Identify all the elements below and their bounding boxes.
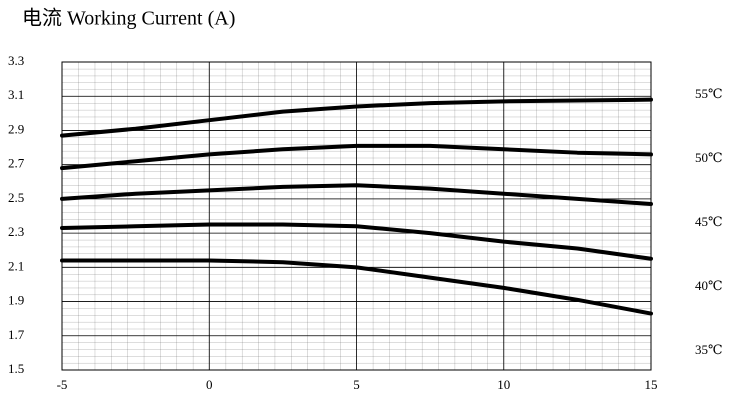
- chart-title: 电流 Working Current (A): [22, 7, 235, 30]
- y-tick-label: 3.3: [8, 53, 24, 68]
- x-tick-label: 5: [353, 377, 360, 392]
- x-tick-label: 0: [206, 377, 213, 392]
- series-label: 40℃: [695, 278, 723, 293]
- x-tick-label: -5: [57, 377, 68, 392]
- y-tick-label: 1.5: [8, 361, 24, 376]
- y-tick-label: 1.9: [8, 293, 24, 308]
- y-tick-label: 2.1: [8, 258, 24, 273]
- series-line: [60, 143, 653, 171]
- y-tick-label: 3.1: [8, 87, 24, 102]
- series-label: 50℃: [695, 150, 723, 165]
- series-label: 35℃: [695, 342, 723, 357]
- series-label: 45℃: [695, 214, 723, 229]
- y-tick-label: 1.7: [8, 327, 25, 342]
- y-tick-label: 2.5: [8, 190, 24, 205]
- y-tick-label: 2.3: [8, 224, 24, 239]
- series-label: 55℃: [695, 86, 723, 101]
- series-line: [60, 183, 653, 207]
- x-tick-label: 10: [497, 377, 510, 392]
- series-line: [60, 97, 653, 138]
- series-line: [60, 222, 653, 261]
- y-tick-label: 2.7: [8, 156, 25, 171]
- series-line: [60, 258, 653, 316]
- y-tick-label: 2.9: [8, 121, 24, 136]
- x-tick-label: 15: [645, 377, 658, 392]
